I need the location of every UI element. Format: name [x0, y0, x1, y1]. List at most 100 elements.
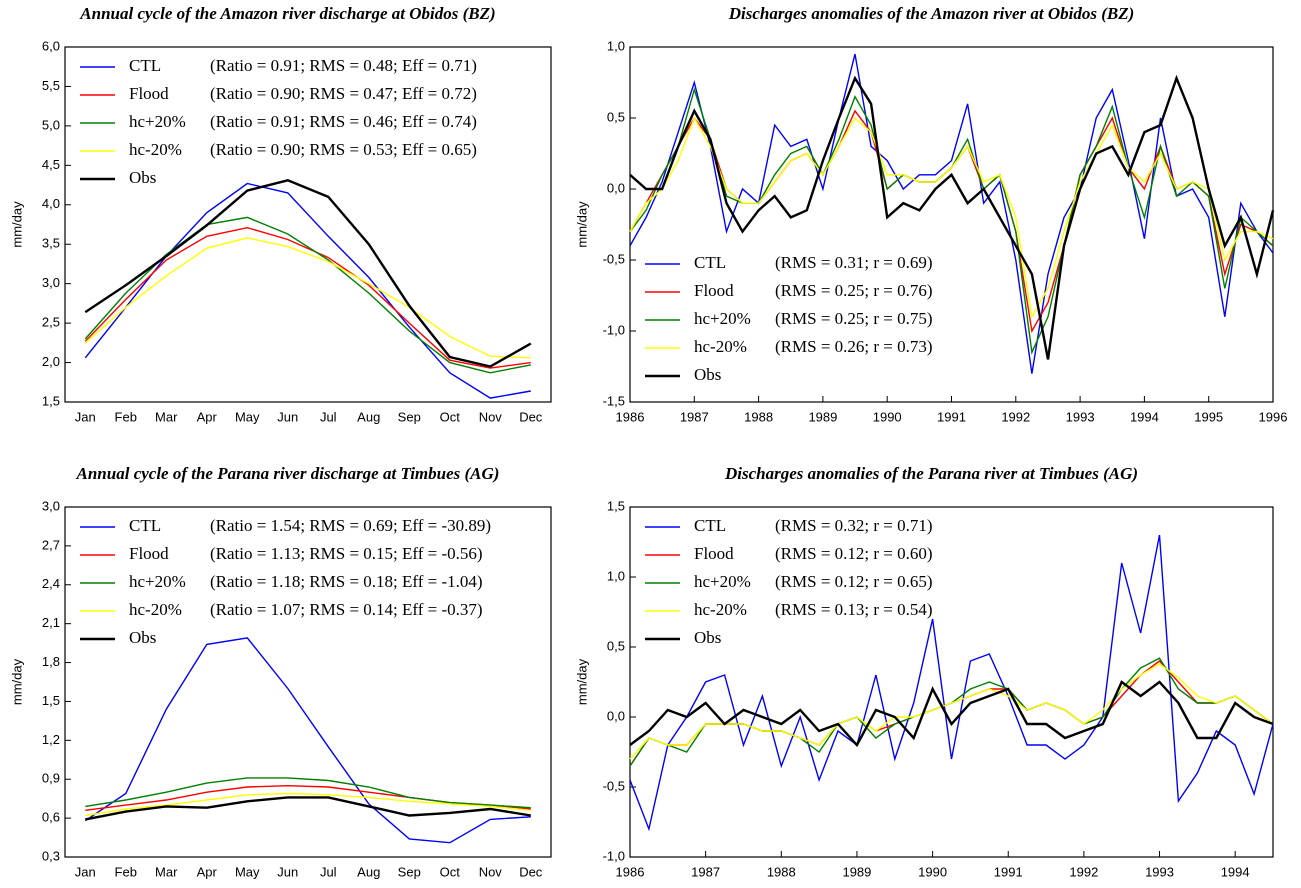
x-tick-label: Feb — [115, 864, 137, 879]
x-tick-label: 1990 — [918, 864, 947, 879]
x-tick-label: Feb — [115, 409, 137, 424]
x-tick-label: Mar — [155, 864, 178, 879]
chart-title: Annual cycle of the Amazon river dischar… — [79, 4, 495, 23]
legend-stats: (RMS = 0.12; r = 0.60) — [775, 544, 933, 563]
x-tick-label: Nov — [479, 409, 503, 424]
chart-title: Annual cycle of the Parana river dischar… — [76, 464, 500, 483]
x-tick-label: 1996 — [1259, 409, 1288, 424]
y-tick-label: 3,0 — [42, 275, 60, 290]
series-line — [629, 74, 1275, 360]
plot-frame — [64, 46, 552, 403]
y-tick-label: 1,5 — [42, 693, 60, 708]
y-tick-label: 0,9 — [42, 771, 60, 786]
series-line — [84, 182, 531, 399]
legend-label: Obs — [129, 628, 156, 647]
y-tick-label: 2,7 — [42, 537, 60, 552]
legend-label: CTL — [694, 516, 726, 535]
series-line — [629, 657, 1274, 767]
legend-stats: (RMS = 0.12; r = 0.65) — [775, 572, 933, 591]
x-tick-label: Oct — [440, 409, 461, 424]
series-line — [629, 662, 1274, 760]
y-tick-label: 0,0 — [607, 180, 625, 195]
legend-label: hc+20% — [129, 112, 186, 131]
x-tick-label: 1992 — [1069, 864, 1098, 879]
legend-stats: (RMS = 0.32; r = 0.71) — [775, 516, 933, 535]
y-tick-label: 3,0 — [42, 498, 60, 513]
legend-label: CTL — [129, 56, 161, 75]
x-tick-label: 1993 — [1066, 409, 1095, 424]
x-tick-label: 1994 — [1221, 864, 1250, 879]
series-line — [629, 534, 1274, 832]
legend-label: Flood — [694, 281, 734, 300]
legend-stats: (Ratio = 1.07; RMS = 0.14; Eff = -0.37) — [210, 600, 483, 619]
y-tick-label: 1,0 — [607, 38, 625, 53]
x-tick-label: Apr — [197, 864, 218, 879]
y-tick-label: -1,0 — [603, 848, 625, 863]
x-tick-label: Aug — [357, 864, 380, 879]
series-line — [84, 237, 531, 359]
legend-label: Flood — [694, 544, 734, 563]
y-axis-label: mm/day — [574, 658, 589, 705]
legend-label: CTL — [694, 253, 726, 272]
x-tick-label: Apr — [197, 409, 218, 424]
legend-label: CTL — [129, 516, 161, 535]
series-line — [85, 777, 531, 809]
x-tick-label: 1991 — [937, 409, 966, 424]
y-tick-label: 0,5 — [607, 638, 625, 653]
legend-label: Obs — [129, 168, 156, 187]
legend-stats: (Ratio = 0.90; RMS = 0.47; Eff = 0.72) — [210, 84, 477, 103]
legend-label: hc-20% — [129, 600, 182, 619]
legend-stats: (Ratio = 1.54; RMS = 0.69; Eff = -30.89) — [210, 516, 491, 535]
y-tick-label: 0,6 — [42, 810, 60, 825]
series-line — [84, 179, 532, 368]
y-tick-label: 2,4 — [42, 576, 60, 591]
legend-stats: (RMS = 0.31; r = 0.69) — [775, 253, 933, 272]
y-tick-label: 1,8 — [42, 654, 60, 669]
x-tick-label: Jun — [277, 864, 298, 879]
plot-frame — [629, 46, 1274, 403]
x-tick-label: Aug — [357, 409, 380, 424]
y-tick-label: 0,0 — [607, 708, 625, 723]
x-tick-label: 1988 — [744, 409, 773, 424]
legend-label: hc+20% — [694, 572, 751, 591]
x-tick-label: Dec — [519, 864, 543, 879]
y-tick-label: 6,0 — [42, 38, 60, 53]
legend-label: Flood — [129, 544, 169, 563]
series-line — [629, 680, 1274, 748]
legend-label: hc+20% — [129, 572, 186, 591]
y-tick-label: -0,5 — [603, 251, 625, 266]
legend-stats: (Ratio = 1.18; RMS = 0.18; Eff = -1.04) — [210, 572, 483, 591]
x-tick-label: 1988 — [767, 864, 796, 879]
x-tick-label: Jan — [75, 409, 96, 424]
y-tick-label: -0,5 — [603, 778, 625, 793]
y-tick-label: 0,5 — [607, 109, 625, 124]
x-tick-label: Jul — [320, 409, 337, 424]
y-tick-label: 5,5 — [42, 78, 60, 93]
x-tick-label: 1986 — [616, 864, 645, 879]
x-tick-label: Mar — [155, 409, 178, 424]
x-tick-label: Dec — [519, 409, 543, 424]
y-axis-label: mm/day — [9, 658, 24, 705]
x-tick-label: Jun — [277, 409, 298, 424]
x-tick-label: 1993 — [1145, 864, 1174, 879]
y-tick-label: 1,5 — [607, 498, 625, 513]
series-line — [84, 226, 531, 369]
x-tick-label: Jul — [320, 864, 337, 879]
y-tick-label: 5,0 — [42, 117, 60, 132]
y-tick-label: 0,3 — [42, 848, 60, 863]
y-axis-label: mm/day — [9, 201, 24, 248]
chart-title: Discharges anomalies of the Amazon river… — [728, 4, 1135, 23]
x-tick-label: Sep — [398, 864, 421, 879]
y-tick-label: 4,0 — [42, 196, 60, 211]
y-tick-label: 1,0 — [607, 568, 625, 583]
plot-frame — [64, 506, 552, 858]
series-line — [85, 796, 531, 821]
x-tick-label: Jan — [75, 864, 96, 879]
y-tick-label: -1,0 — [603, 322, 625, 337]
y-tick-label: 2,1 — [42, 615, 60, 630]
y-tick-label: 2,5 — [42, 315, 60, 330]
series-line — [629, 53, 1274, 374]
legend-stats: (Ratio = 0.91; RMS = 0.46; Eff = 0.74) — [210, 112, 477, 131]
series-line — [85, 792, 531, 817]
y-tick-label: 3,5 — [42, 236, 60, 251]
